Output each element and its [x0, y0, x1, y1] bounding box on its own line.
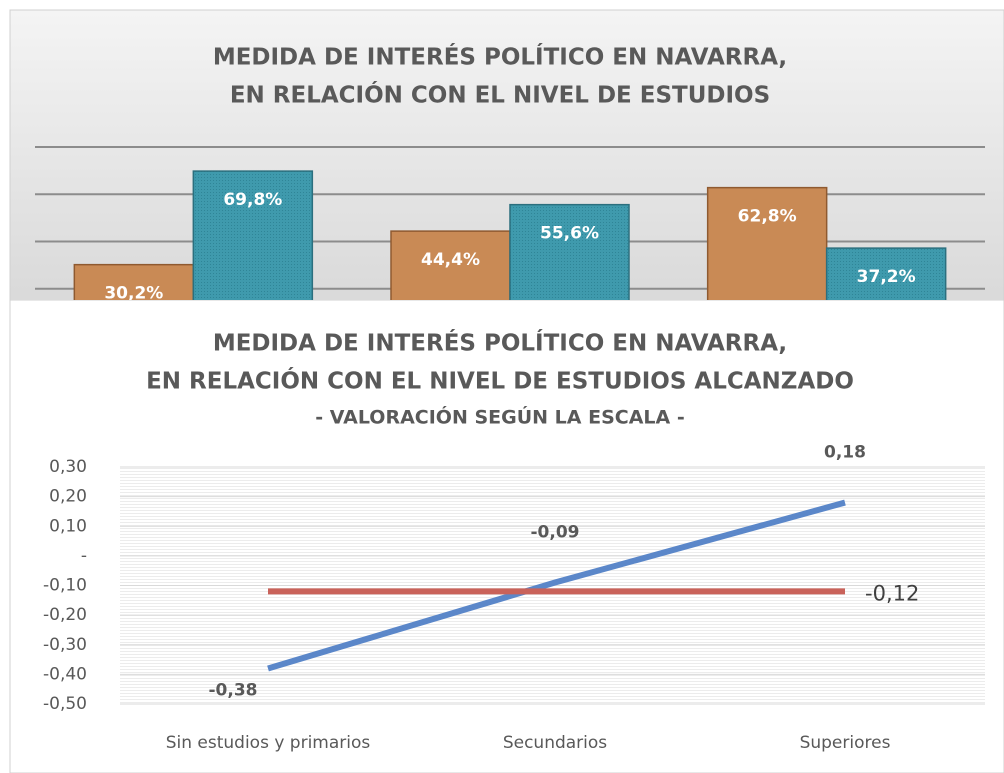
y-tick-label: 0,10 [49, 516, 87, 536]
y-tick-label: 0,20 [49, 487, 87, 507]
x-tick-label: Secundarios [503, 733, 607, 753]
y-tick-label: -0,50 [43, 694, 87, 714]
line [267, 499, 846, 672]
data-label: 0,18 [824, 443, 866, 463]
y-tick-label: - [81, 546, 87, 566]
y-tick-label: -0,40 [43, 664, 87, 684]
chart-title: EN RELACIÓN CON EL NIVEL DE ESTUDIOS ALC… [146, 367, 854, 395]
data-label: -0,09 [531, 523, 580, 543]
x-tick-label: Superiores [800, 733, 891, 753]
data-label: 37,2% [857, 267, 916, 287]
bar-chart: MEDIDA DE INTERÉS POLÍTICO EN NAVARRA, E… [9, 9, 1004, 300]
chart-title: MEDIDA DE INTERÉS POLÍTICO EN NAVARRA, [213, 329, 787, 357]
y-tick-label: -0,20 [43, 605, 87, 625]
x-tick-label: Sin estudios y primarios [166, 733, 371, 753]
data-label: 69,8% [223, 190, 282, 210]
chart-subtitle: - VALORACIÓN SEGÚN LA ESCALA - [315, 405, 684, 429]
data-label: -0,38 [209, 680, 258, 700]
line-chart: MEDIDA DE INTERÉS POLÍTICO EN NAVARRA, E… [9, 300, 1004, 773]
chart-title: MEDIDA DE INTERÉS POLÍTICO EN NAVARRA, [213, 43, 787, 71]
data-label: 44,4% [421, 250, 480, 270]
data-label: 30,2% [104, 284, 163, 300]
y-tick-label: -0,10 [43, 576, 87, 596]
chart-title: EN RELACIÓN CON EL NIVEL DE ESTUDIOS [230, 81, 770, 109]
bar [706, 186, 828, 300]
data-label: 55,6% [540, 224, 599, 244]
data-label: -0,12 [865, 581, 919, 605]
data-label: 62,8% [738, 207, 797, 227]
y-tick-label: -0,30 [43, 635, 87, 655]
bar [509, 203, 630, 300]
bar [825, 247, 947, 300]
bar [73, 263, 195, 300]
bar [390, 230, 511, 300]
y-tick-label: 0,30 [49, 457, 87, 477]
bar [192, 170, 314, 300]
